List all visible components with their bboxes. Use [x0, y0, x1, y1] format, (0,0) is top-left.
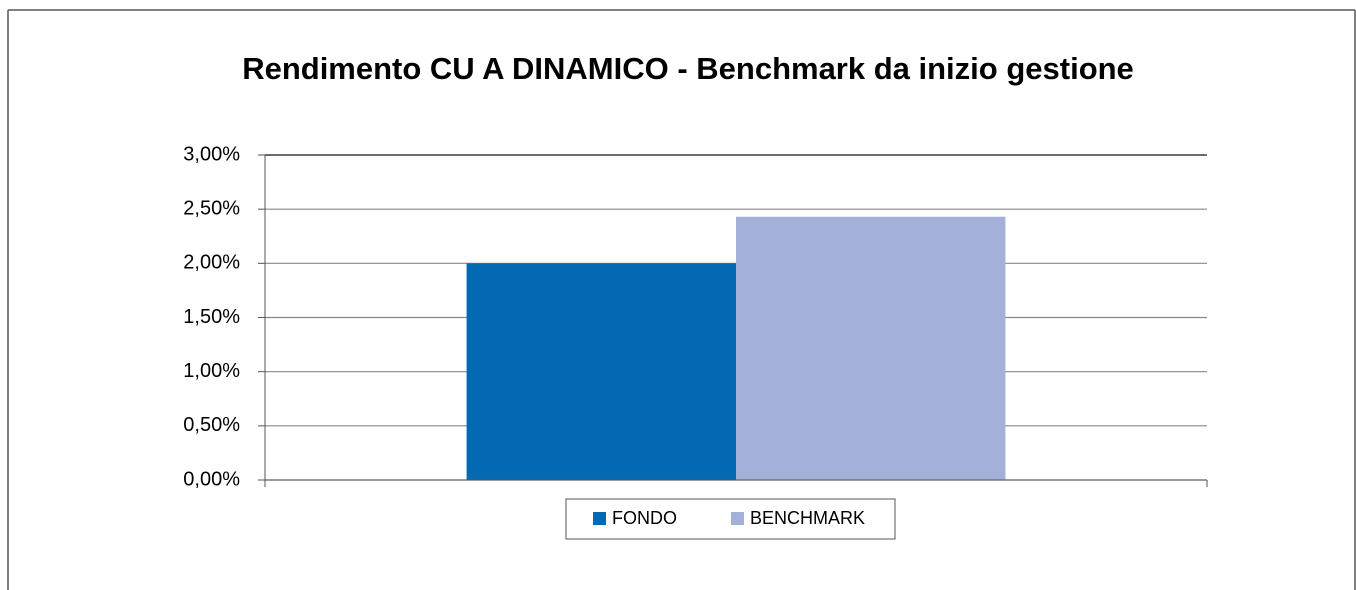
y-tick-label: 3,00% [183, 143, 240, 165]
legend-box [565, 498, 896, 540]
bar [466, 263, 736, 480]
y-tick-label: 2,50% [183, 197, 240, 219]
y-tick-label: 1,50% [183, 306, 240, 328]
chart-title: Rendimento CU A DINAMICO - Benchmark da … [242, 51, 1134, 86]
legend-label: BENCHMARK [750, 508, 865, 528]
y-tick-label: 2,00% [183, 252, 240, 274]
legend-swatch [731, 512, 744, 525]
y-tick-label: 0,00% [183, 468, 240, 490]
legend-swatch [593, 512, 606, 525]
legend-label: FONDO [612, 508, 677, 528]
y-tick-label: 0,50% [183, 414, 240, 436]
bar [736, 216, 1006, 480]
y-tick-label: 1,00% [183, 360, 240, 382]
